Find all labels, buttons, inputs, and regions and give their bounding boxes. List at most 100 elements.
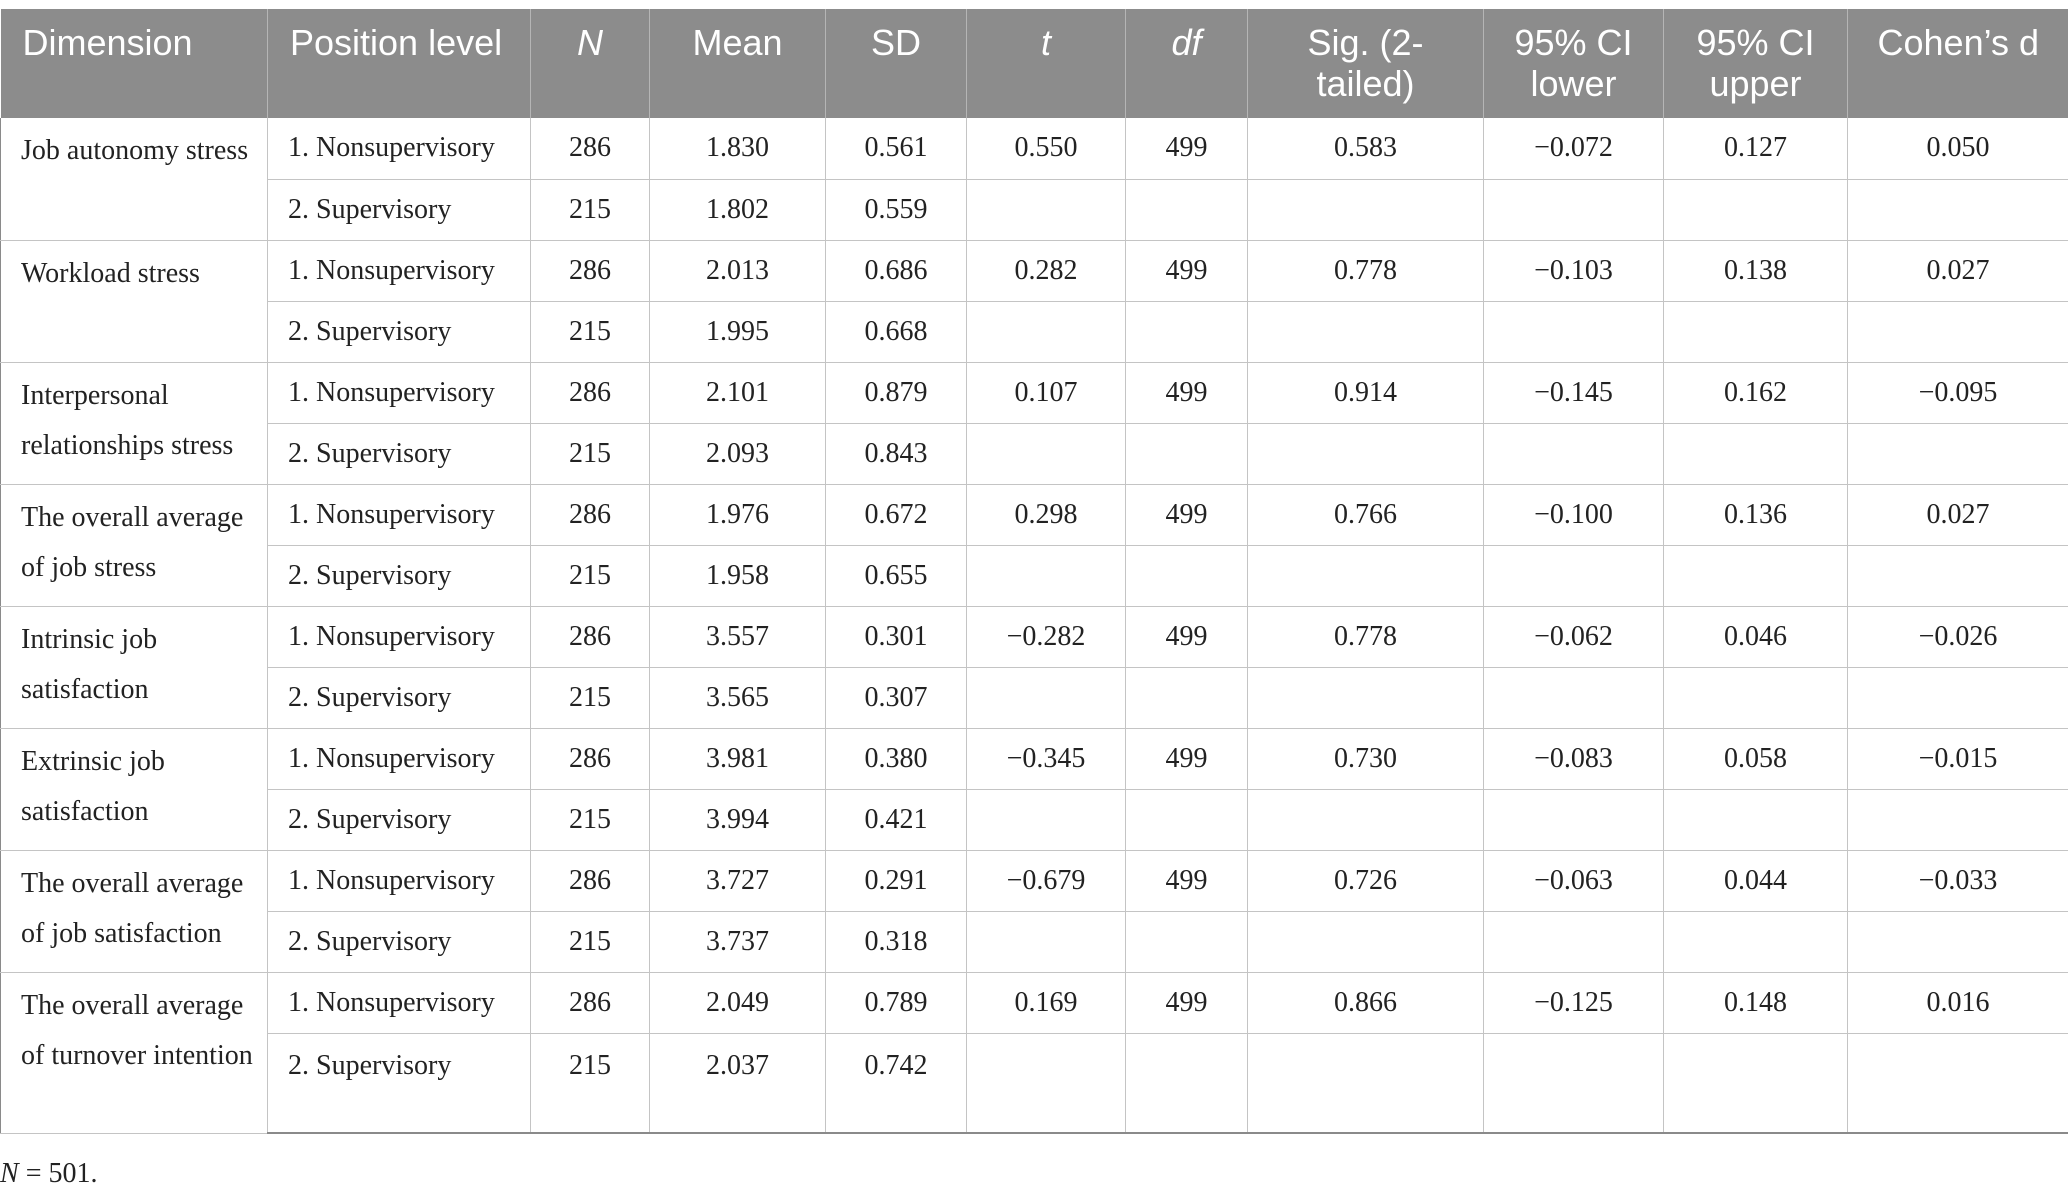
mean-cell: 3.981: [649, 728, 826, 790]
table-row: The overall average of turnover intentio…: [0, 972, 2068, 1134]
sd-cell: 0.843: [825, 423, 967, 485]
n-cell: 215: [530, 667, 650, 729]
mean-cell: 3.737: [649, 911, 826, 973]
sig-cell: 0.866: [1247, 972, 1484, 1034]
position-level-cell: 1. Nonsupervisory: [267, 118, 531, 180]
ci-lower-cell: −0.125: [1483, 972, 1664, 1034]
mean-cell: 3.565: [649, 667, 826, 729]
dimension-cell: Intrinsic job satisfaction: [0, 606, 268, 729]
cohens-d-cell: 0.027: [1847, 484, 2068, 546]
sig-empty-cell: [1247, 545, 1484, 607]
mean-cell: 2.013: [649, 240, 826, 302]
sd-cell: 0.291: [825, 850, 967, 912]
header-cohens-d: Cohen’s d: [1847, 9, 2068, 118]
header-ci-upper: 95% CI upper: [1663, 9, 1848, 118]
header-n: N: [530, 9, 650, 118]
cohens-d-empty-cell: [1847, 667, 2068, 729]
dimension-cell: The overall average of job stress: [0, 484, 268, 607]
sd-cell: 0.668: [825, 301, 967, 363]
df-cell: 499: [1125, 606, 1248, 668]
ci-upper-empty-cell: [1663, 179, 1848, 241]
df-empty-cell: [1125, 301, 1248, 363]
ci-upper-cell: 0.058: [1663, 728, 1848, 790]
table-row: 2. Supervisory 215 2.037 0.742: [1, 1033, 2068, 1134]
sig-cell: 0.766: [1247, 484, 1484, 546]
ci-lower-empty-cell: [1483, 1033, 1664, 1134]
n-cell: 215: [530, 423, 650, 485]
position-level-cell: 2. Supervisory: [267, 301, 531, 363]
ci-upper-cell: 0.148: [1663, 972, 1848, 1034]
mean-cell: 1.976: [649, 484, 826, 546]
df-cell: 499: [1125, 240, 1248, 302]
sig-empty-cell: [1247, 667, 1484, 729]
n-cell: 286: [530, 484, 650, 546]
mean-cell: 1.830: [649, 118, 826, 180]
ci-lower-cell: −0.063: [1483, 850, 1664, 912]
sig-empty-cell: [1247, 789, 1484, 851]
sd-cell: 0.380: [825, 728, 967, 790]
t-empty-cell: [966, 911, 1126, 973]
sig-cell: 0.730: [1247, 728, 1484, 790]
ci-lower-empty-cell: [1483, 667, 1664, 729]
footnote-text: = 501.: [18, 1158, 98, 1189]
ci-upper-cell: 0.162: [1663, 362, 1848, 424]
table-row: 2. Supervisory 215 1.958 0.655: [1, 545, 2068, 607]
t-cell: −0.345: [966, 728, 1126, 790]
ci-upper-cell: 0.044: [1663, 850, 1848, 912]
position-level-cell: 1. Nonsupervisory: [267, 362, 531, 424]
table-row: The overall average of job satisfaction 1…: [0, 850, 2068, 973]
ci-lower-empty-cell: [1483, 179, 1664, 241]
results-table: Dimension Position level N Mean SD t df …: [0, 9, 2068, 1134]
ci-upper-cell: 0.138: [1663, 240, 1848, 302]
ci-upper-empty-cell: [1663, 545, 1848, 607]
ci-upper-empty-cell: [1663, 423, 1848, 485]
t-empty-cell: [966, 1033, 1126, 1134]
table-row: Interpersonal relationships stress 1. Non…: [0, 362, 2068, 485]
df-empty-cell: [1125, 545, 1248, 607]
ci-lower-cell: −0.062: [1483, 606, 1664, 668]
position-level-cell: 1. Nonsupervisory: [267, 240, 531, 302]
table-row: Extrinsic job satisfaction 1. Nonsupervis…: [0, 728, 2068, 851]
mean-cell: 1.995: [649, 301, 826, 363]
n-cell: 286: [530, 240, 650, 302]
table-row: Job autonomy stress 1. Nonsupervisory 286 1…: [0, 118, 2068, 241]
n-cell: 215: [530, 179, 650, 241]
sd-cell: 0.742: [825, 1033, 967, 1134]
position-level-cell: 2. Supervisory: [267, 545, 531, 607]
df-empty-cell: [1125, 789, 1248, 851]
header-t: t: [966, 9, 1126, 118]
cohens-d-empty-cell: [1847, 911, 2068, 973]
sig-cell: 0.914: [1247, 362, 1484, 424]
df-empty-cell: [1125, 179, 1248, 241]
t-empty-cell: [966, 179, 1126, 241]
cohens-d-cell: −0.095: [1847, 362, 2068, 424]
cohens-d-cell: 0.016: [1847, 972, 2068, 1034]
mean-cell: 3.557: [649, 606, 826, 668]
header-position-level: Position level: [267, 9, 531, 118]
sd-cell: 0.559: [825, 179, 967, 241]
ci-lower-empty-cell: [1483, 301, 1664, 363]
cohens-d-empty-cell: [1847, 423, 2068, 485]
n-cell: 286: [530, 362, 650, 424]
header-mean: Mean: [649, 9, 826, 118]
df-cell: 499: [1125, 850, 1248, 912]
dimension-cell: Workload stress: [0, 240, 268, 363]
position-level-cell: 2. Supervisory: [267, 179, 531, 241]
mean-cell: 3.727: [649, 850, 826, 912]
cohens-d-cell: −0.033: [1847, 850, 2068, 912]
sig-empty-cell: [1247, 423, 1484, 485]
mean-cell: 2.037: [649, 1033, 826, 1134]
df-empty-cell: [1125, 667, 1248, 729]
sd-cell: 0.686: [825, 240, 967, 302]
n-cell: 215: [530, 789, 650, 851]
ci-upper-empty-cell: [1663, 301, 1848, 363]
sig-empty-cell: [1247, 911, 1484, 973]
n-cell: 286: [530, 972, 650, 1034]
position-level-cell: 2. Supervisory: [267, 789, 531, 851]
sig-empty-cell: [1247, 301, 1484, 363]
sd-cell: 0.655: [825, 545, 967, 607]
cohens-d-cell: 0.050: [1847, 118, 2068, 180]
df-cell: 499: [1125, 362, 1248, 424]
sig-empty-cell: [1247, 179, 1484, 241]
table-row: 2. Supervisory 215 3.994 0.421: [1, 789, 2068, 851]
